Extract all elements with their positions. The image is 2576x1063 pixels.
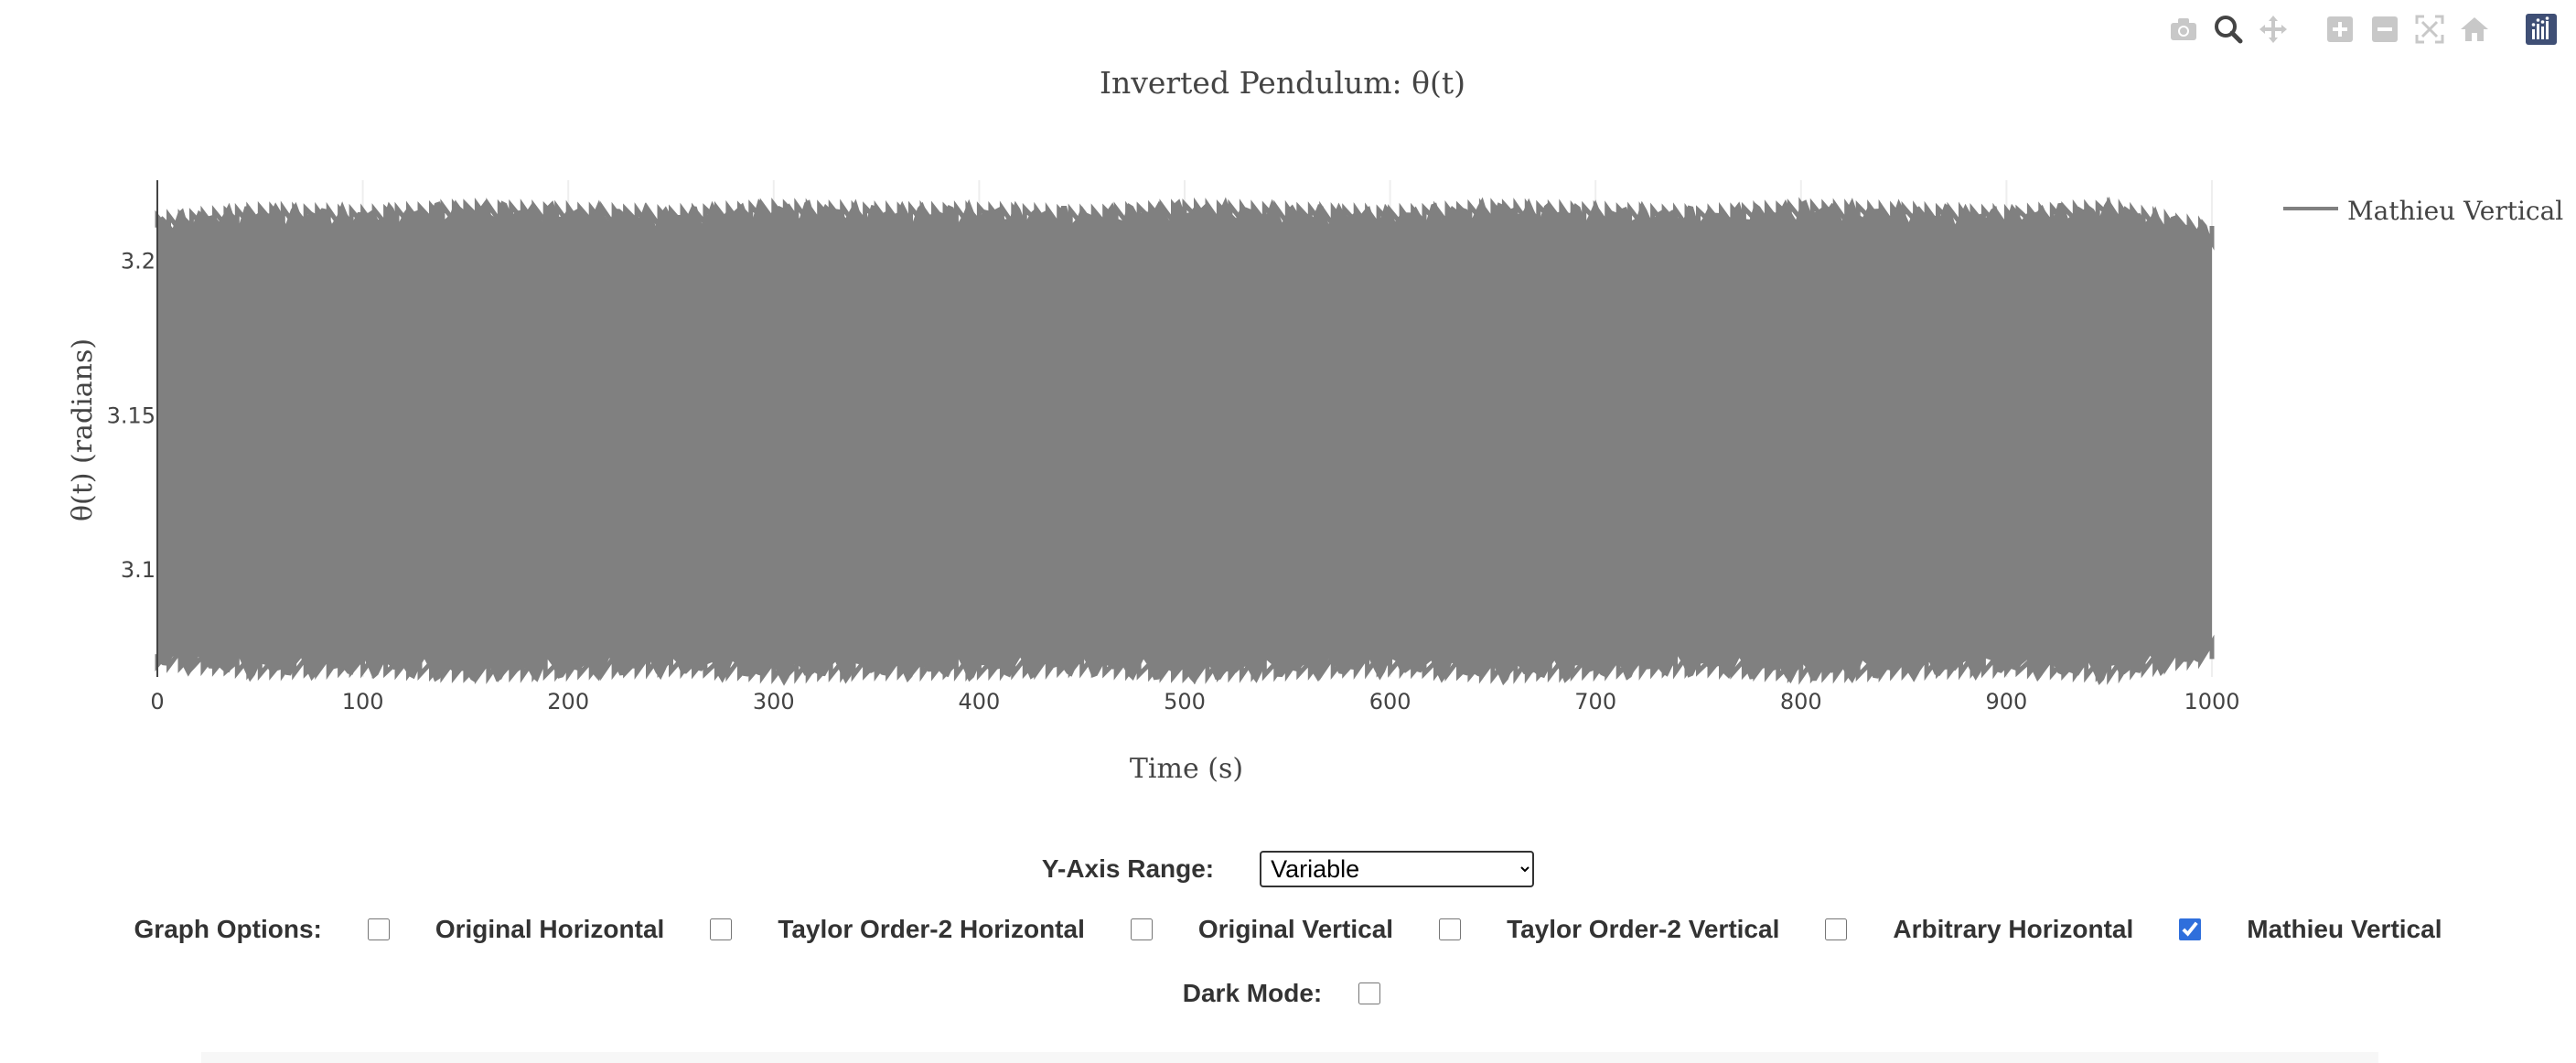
footer-divider xyxy=(201,1052,2378,1063)
y-tick-label: 3.2 xyxy=(121,249,156,274)
series-layer xyxy=(155,196,2215,686)
home-icon[interactable] xyxy=(2456,11,2493,48)
option-label: Mathieu Vertical xyxy=(2247,915,2442,943)
graph-options-row: Graph Options: Original Horizontal Taylo… xyxy=(0,915,2576,944)
dark-mode-checkbox[interactable] xyxy=(1358,982,1381,1004)
plotly-logo-icon[interactable] xyxy=(2523,11,2560,48)
mathieu-vertical-checkbox[interactable] xyxy=(2179,918,2202,940)
y-axis-title: θ(t) (radians) xyxy=(67,338,99,521)
x-tick-label: 600 xyxy=(1369,689,1411,714)
y-axis-range-row: Y-Axis Range: Variable xyxy=(0,851,2576,887)
series-lower-ripple-0 xyxy=(155,634,2215,685)
option-taylor-order-2-vertical[interactable]: Taylor Order-2 Vertical xyxy=(1439,915,1779,944)
x-tick-label: 300 xyxy=(753,689,795,714)
x-tick-label: 200 xyxy=(547,689,589,714)
option-label: Taylor Order-2 Vertical xyxy=(1507,915,1780,943)
option-label: Arbitrary Horizontal xyxy=(1893,915,2134,943)
y-axis-range-label: Y-Axis Range: xyxy=(1041,854,1215,883)
pan-icon[interactable] xyxy=(2255,11,2292,48)
zoom-out-icon[interactable] xyxy=(2367,11,2403,48)
chart-svg[interactable]: 0 100 200 300 400 500 600 700 800 900 1000 3.1 3.15 3… xyxy=(0,0,2576,805)
x-tick-label: 800 xyxy=(1780,689,1822,714)
chart-container: 0 100 200 300 400 500 600 700 800 900 1000 3.1 3.15 3… xyxy=(0,0,2576,805)
zoom-icon[interactable] xyxy=(2210,11,2247,48)
x-tick-label: 100 xyxy=(342,689,384,714)
x-tick-label: 1000 xyxy=(2184,689,2239,714)
arbitrary-horizontal-checkbox[interactable] xyxy=(1825,918,1848,940)
option-mathieu-vertical[interactable]: Mathieu Vertical xyxy=(2179,915,2442,944)
dark-mode-row: Dark Mode: xyxy=(0,979,2576,1008)
legend-label: Mathieu Vertical xyxy=(2347,196,2563,226)
taylor-order-2-horizontal-checkbox[interactable] xyxy=(710,918,733,940)
original-vertical-checkbox[interactable] xyxy=(1130,918,1153,940)
legend[interactable]: Mathieu Vertical xyxy=(2283,196,2563,226)
y-tick-label: 3.15 xyxy=(107,403,156,428)
x-tick-label: 0 xyxy=(150,689,164,714)
camera-icon[interactable] xyxy=(2165,11,2202,48)
x-tick-label: 700 xyxy=(1574,689,1616,714)
option-arbitrary-horizontal[interactable]: Arbitrary Horizontal xyxy=(1825,915,2133,944)
chart-title: Inverted Pendulum: θ(t) xyxy=(1100,65,1465,101)
x-tick-label: 500 xyxy=(1164,689,1206,714)
y-axis-range-select[interactable]: Variable xyxy=(1260,851,1535,887)
x-tick-label: 900 xyxy=(1985,689,2027,714)
series-band-0 xyxy=(157,196,2212,686)
autoscale-icon[interactable] xyxy=(2411,11,2448,48)
option-label: Original Horizontal xyxy=(435,915,665,943)
taylor-order-2-vertical-checkbox[interactable] xyxy=(1439,918,1462,940)
y-tick-label: 3.1 xyxy=(121,557,156,583)
x-axis-title: Time (s) xyxy=(1130,753,1243,785)
original-horizontal-checkbox[interactable] xyxy=(367,918,390,940)
option-original-horizontal[interactable]: Original Horizontal xyxy=(367,915,665,944)
option-taylor-order-2-horizontal[interactable]: Taylor Order-2 Horizontal xyxy=(710,915,1085,944)
tick-layer: 0 100 200 300 400 500 600 700 800 900 1000 3.1 3.15 3… xyxy=(107,249,2240,714)
zoom-in-icon[interactable] xyxy=(2322,11,2358,48)
x-tick-label: 400 xyxy=(958,689,1000,714)
option-label: Taylor Order-2 Horizontal xyxy=(778,915,1085,943)
dark-mode-label: Dark Mode: xyxy=(1182,979,1323,1007)
graph-options-label: Graph Options: xyxy=(134,915,322,943)
option-original-vertical[interactable]: Original Vertical xyxy=(1130,915,1394,944)
option-label: Original Vertical xyxy=(1197,915,1394,943)
series-upper-ripple-0 xyxy=(155,197,2215,251)
modebar xyxy=(2157,11,2560,48)
